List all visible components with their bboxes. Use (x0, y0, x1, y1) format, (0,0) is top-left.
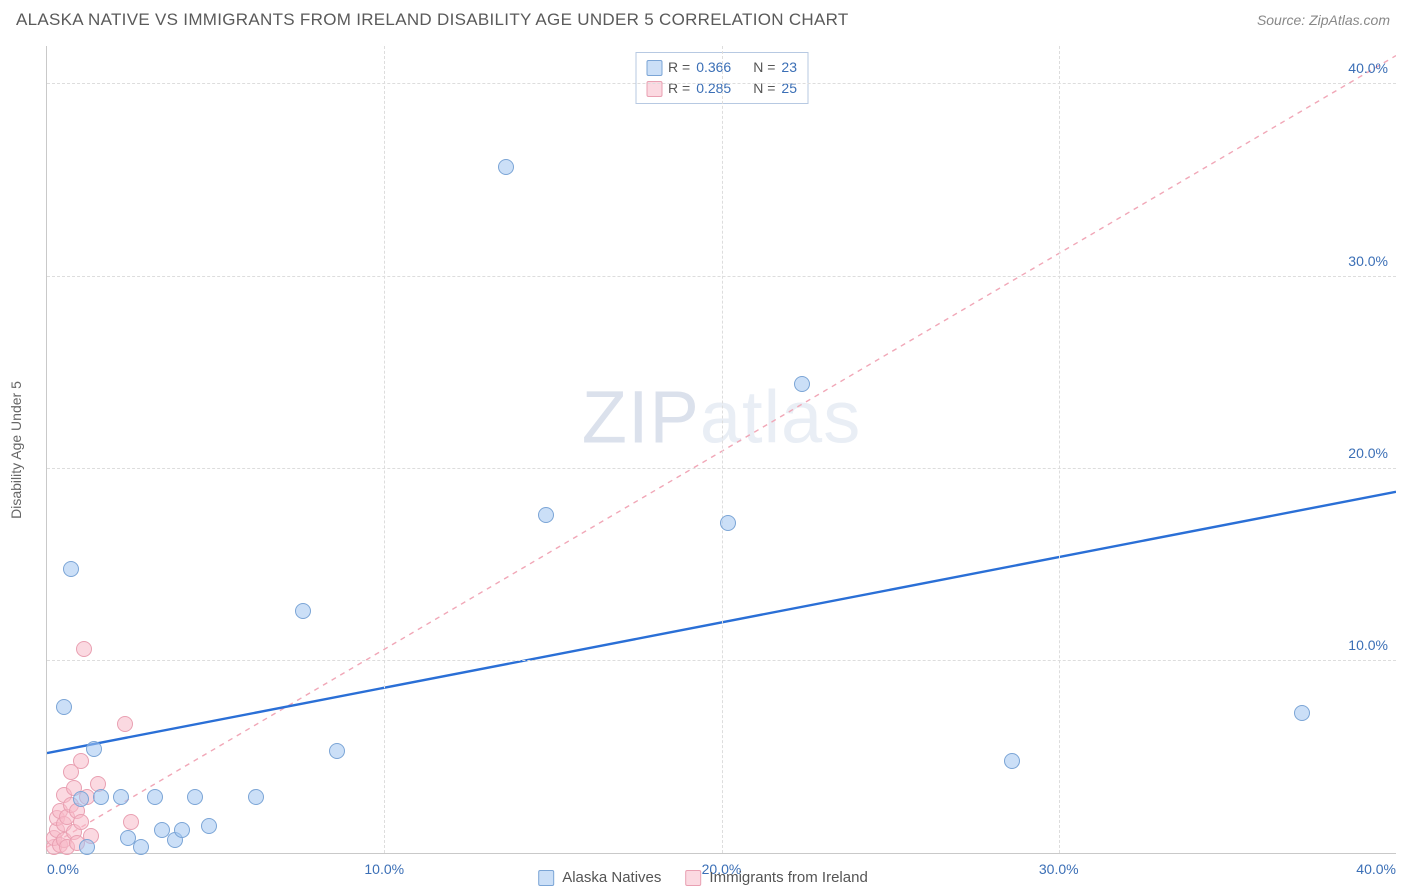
data-point (794, 376, 810, 392)
legend-label: Alaska Natives (562, 869, 661, 886)
data-point (93, 789, 109, 805)
legend-swatch (646, 60, 662, 76)
legend-item: Immigrants from Ireland (685, 869, 867, 886)
stat-n-label: N = (753, 57, 775, 78)
data-point (1004, 753, 1020, 769)
stat-r-value: 0.366 (696, 57, 731, 78)
legend-item: Alaska Natives (538, 869, 661, 886)
data-point (720, 515, 736, 531)
x-tick-label: 10.0% (364, 861, 404, 877)
data-point (201, 818, 217, 834)
grid-line-v (384, 46, 385, 853)
grid-line-v (722, 46, 723, 853)
data-point (133, 839, 149, 855)
stat-n-value: 25 (781, 78, 797, 99)
stat-r-label: R = (668, 57, 690, 78)
stat-r-value: 0.285 (696, 78, 731, 99)
data-point (73, 753, 89, 769)
y-tick-label: 30.0% (1348, 253, 1388, 269)
data-point (76, 641, 92, 657)
data-point (1294, 705, 1310, 721)
data-point (147, 789, 163, 805)
y-tick-label: 40.0% (1348, 60, 1388, 76)
data-point (56, 699, 72, 715)
legend-swatch (685, 870, 701, 886)
x-tick-label: 40.0% (1356, 861, 1396, 877)
stat-n-label: N = (753, 78, 775, 99)
grid-line-v (1059, 46, 1060, 853)
y-axis-label: Disability Age Under 5 (8, 381, 24, 519)
data-point (79, 839, 95, 855)
data-point (63, 561, 79, 577)
data-point (113, 789, 129, 805)
plot-area: ZIPatlas R = 0.366N = 23R = 0.285N = 25 … (46, 46, 1396, 854)
legend-label: Immigrants from Ireland (709, 869, 867, 886)
chart-header: ALASKA NATIVE VS IMMIGRANTS FROM IRELAND… (0, 0, 1406, 36)
y-tick-label: 20.0% (1348, 445, 1388, 461)
stat-n-value: 23 (781, 57, 797, 78)
x-tick-label: 30.0% (1039, 861, 1079, 877)
data-point (295, 603, 311, 619)
data-point (538, 507, 554, 523)
data-point (248, 789, 264, 805)
data-point (174, 822, 190, 838)
chart-area: ZIPatlas R = 0.366N = 23R = 0.285N = 25 … (46, 46, 1396, 854)
stat-r-label: R = (668, 78, 690, 99)
legend-swatch (538, 870, 554, 886)
series-legend: Alaska Natives Immigrants from Ireland (538, 869, 868, 886)
chart-title: ALASKA NATIVE VS IMMIGRANTS FROM IRELAND… (16, 10, 849, 30)
data-point (73, 791, 89, 807)
data-point (123, 814, 139, 830)
x-tick-label: 0.0% (47, 861, 79, 877)
chart-source: Source: ZipAtlas.com (1257, 12, 1390, 28)
data-point (86, 741, 102, 757)
data-point (187, 789, 203, 805)
data-point (117, 716, 133, 732)
y-tick-label: 10.0% (1348, 637, 1388, 653)
data-point (498, 159, 514, 175)
data-point (329, 743, 345, 759)
